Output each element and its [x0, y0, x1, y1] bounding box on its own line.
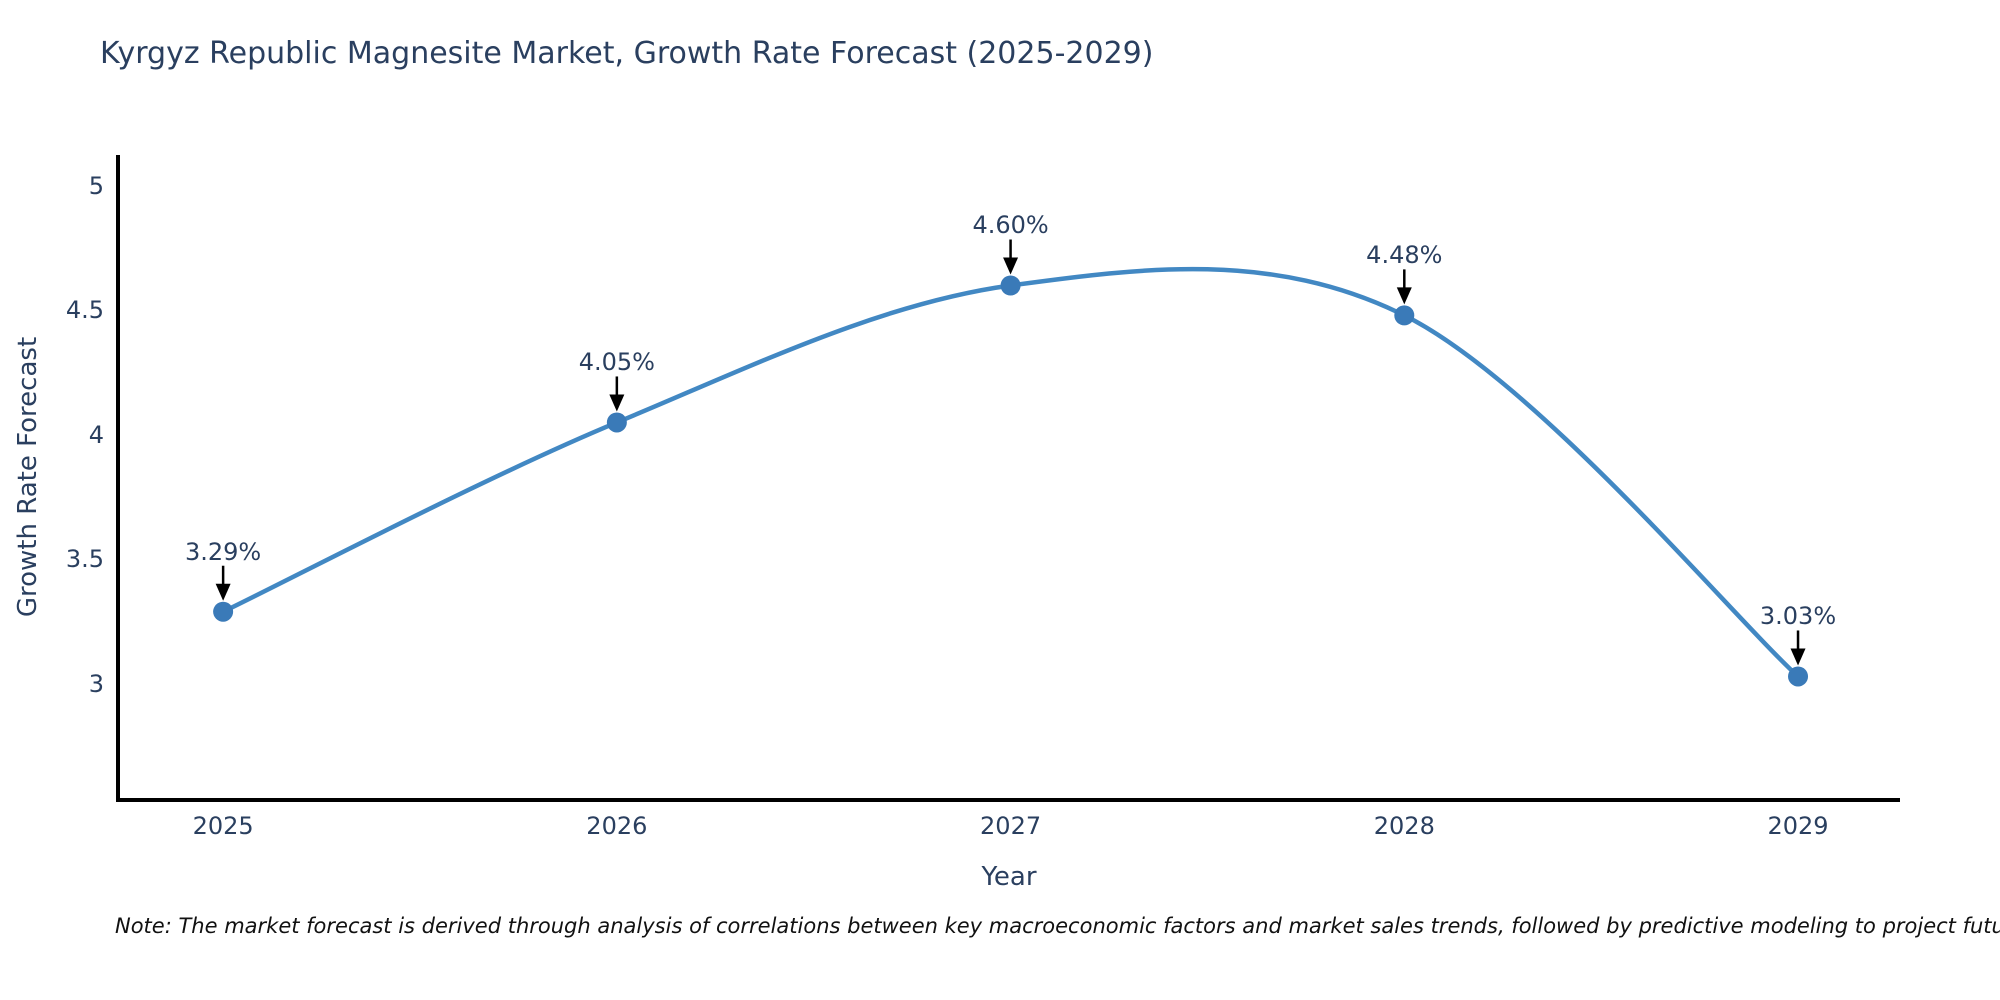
- annotation-arrow-head: [1790, 648, 1806, 666]
- forecast-line: [220, 266, 1801, 679]
- y-tick-label: 3: [88, 669, 104, 698]
- data-point-label: 3.29%: [184, 537, 262, 566]
- footnote: Note: The market forecast is derived thr…: [115, 914, 2000, 938]
- data-point-marker: [606, 412, 627, 433]
- axis-lines: [116, 155, 1900, 802]
- annotation-arrow-head: [215, 583, 231, 601]
- data-point-label: 4.60%: [972, 211, 1049, 240]
- data-point-label: 3.03%: [1759, 602, 1837, 631]
- y-tick-label: 3.5: [65, 545, 104, 574]
- y-tick-label: 4: [88, 420, 104, 449]
- data-point-marker: [213, 601, 234, 622]
- x-tick-label: 2025: [192, 812, 254, 840]
- data-point-marker: [1000, 275, 1021, 296]
- x-tick-label: 2029: [1767, 812, 1829, 840]
- annotation-arrow-head: [609, 394, 625, 412]
- annotation-arrow-head: [1396, 287, 1412, 305]
- x-tick-label: 2026: [586, 812, 648, 840]
- y-tick-label: 4.5: [65, 296, 104, 325]
- x-axis-title: Year: [981, 862, 1037, 892]
- annotation-arrow-head: [1003, 257, 1019, 275]
- data-point-label: 4.48%: [1366, 241, 1443, 270]
- data-point-marker: [1788, 666, 1809, 687]
- x-tick-label: 2027: [980, 812, 1042, 840]
- x-tick-label: 2028: [1373, 812, 1435, 840]
- y-axis-title: Growth Rate Forecast: [13, 336, 43, 618]
- data-point-label: 4.05%: [578, 348, 655, 377]
- chart-title: Kyrgyz Republic Magnesite Market, Growth…: [100, 36, 1154, 71]
- data-point-marker: [1394, 305, 1415, 326]
- y-tick-label: 5: [88, 171, 104, 200]
